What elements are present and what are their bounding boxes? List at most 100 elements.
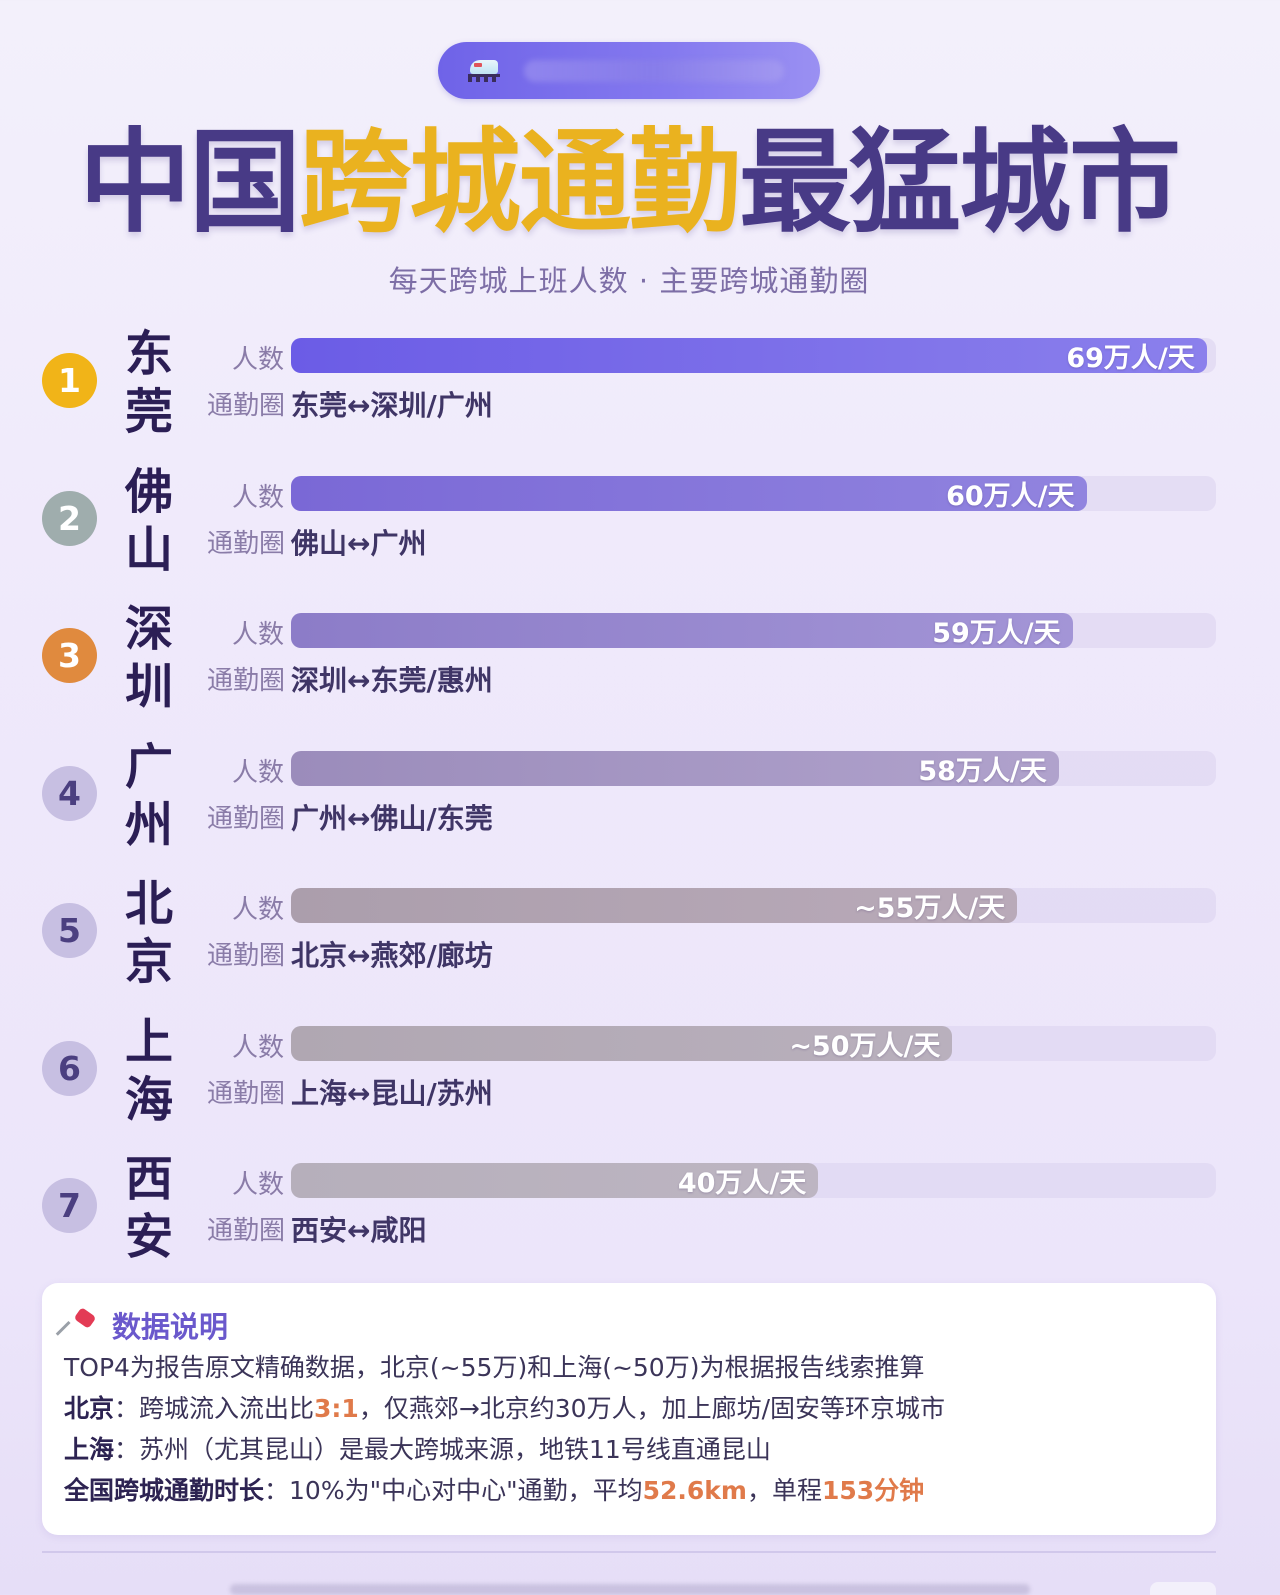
rank-number: 2 xyxy=(58,498,81,538)
pushpin-icon xyxy=(55,1307,98,1342)
bar-track: 69万人/天 xyxy=(291,338,1216,374)
ranking-row: 4 广 州 人数 58万人/天 通勤圈 广州↔佛山/东莞 xyxy=(0,738,1258,875)
note-text: ，单程 xyxy=(746,1476,822,1505)
city-name: 北 京 xyxy=(124,875,174,991)
commute-circle-label: 通勤圈 xyxy=(207,666,286,696)
note-text: ：苏州（尤其昆山）是最大跨城来源，地铁11号线直通昆山 xyxy=(114,1435,771,1464)
rank-badge: 4 xyxy=(42,765,97,821)
banner-blurred-text xyxy=(524,59,784,82)
rank-number: 4 xyxy=(58,773,81,813)
bar-fill: 58万人/天 xyxy=(291,750,1059,787)
ranking-row: 6 上 海 人数 ~50万人/天 通勤圈 上海↔昆山/苏州 xyxy=(0,1013,1258,1150)
note-text: ：10%为"中心对中心"通勤，平均 xyxy=(264,1476,643,1505)
page-subtitle: 每天跨城上班人数 · 主要跨城通勤圈 xyxy=(388,264,870,298)
note-bold: 全国跨城通勤时长 xyxy=(64,1476,265,1505)
bar-value-label: 59万人/天 xyxy=(932,618,1061,649)
title-part-cities: 最猛城市 xyxy=(739,118,1181,248)
commute-circle-label: 通勤圈 xyxy=(207,391,286,421)
bar-value-label: 60万人/天 xyxy=(946,480,1075,512)
bar-fill: ~50万人/天 xyxy=(291,1025,953,1062)
commute-circle-label: 通勤圈 xyxy=(207,803,286,834)
city-char-top: 佛 xyxy=(124,463,173,520)
people-label: 人数 xyxy=(232,757,285,788)
commute-route: 广州↔佛山/东莞 xyxy=(291,801,493,835)
bar-fill: 59万人/天 xyxy=(291,613,1073,649)
city-char-bottom: 安 xyxy=(124,1209,173,1265)
commute-route: 深圳↔东莞/惠州 xyxy=(291,664,493,697)
ranking-row: 2 佛 山 人数 60万人/天 通勤圈 佛山↔广州 xyxy=(0,463,1258,600)
commute-route: 北京↔燕郊/廊坊 xyxy=(291,939,493,972)
bar-value-label: ~55万人/天 xyxy=(854,893,1006,924)
note-text: TOP4为报告原文精确数据，北京(~55万)和上海(~50万)为根据报告线索推算 xyxy=(64,1353,925,1382)
note-text: ，仅燕郊→北京约30万人，加上廊坊/固安等环京城市 xyxy=(358,1394,946,1423)
city-char-top: 东 xyxy=(124,326,173,382)
header-banner xyxy=(438,42,820,99)
city-char-top: 深 xyxy=(124,601,173,657)
footer-divider xyxy=(42,1551,1216,1553)
city-name: 东 莞 xyxy=(124,325,174,441)
commute-route: 佛山↔广州 xyxy=(291,526,427,560)
rank-number: 1 xyxy=(58,361,81,400)
commute-route: 西安↔咸阳 xyxy=(291,1214,427,1247)
note-line-2: 北京：跨城流入流出比3:1，仅燕郊→北京约30万人，加上廊坊/固安等环京城市 xyxy=(64,1388,1194,1429)
data-note-card: 数据说明 TOP4为报告原文精确数据，北京(~55万)和上海(~50万)为根据报… xyxy=(42,1283,1216,1535)
people-label: 人数 xyxy=(232,895,285,925)
bar-value-label: 40万人/天 xyxy=(677,1168,807,1199)
rank-number: 6 xyxy=(58,1048,81,1088)
note-text: ：跨城流入流出比 xyxy=(114,1394,315,1423)
city-char-bottom: 圳 xyxy=(124,659,173,715)
bar-track: 40万人/天 xyxy=(291,1163,1216,1199)
people-label: 人数 xyxy=(232,620,285,650)
commute-circle-label: 通勤圈 xyxy=(207,1078,286,1109)
rank-badge: 5 xyxy=(42,903,97,958)
bar-fill: 40万人/天 xyxy=(291,1163,819,1199)
rank-badge: 2 xyxy=(42,490,97,546)
bar-value-label: ~50万人/天 xyxy=(789,1030,941,1062)
commute-route: 上海↔昆山/苏州 xyxy=(291,1076,493,1110)
city-char-bottom: 莞 xyxy=(124,384,173,440)
ranking-row: 1 东 莞 人数 69万人/天 通勤圈 东莞↔深圳/广州 xyxy=(0,325,1258,462)
note-highlight: 52.6km xyxy=(642,1476,747,1505)
bar-fill: 69万人/天 xyxy=(291,338,1207,374)
city-char-bottom: 京 xyxy=(124,934,173,990)
title-part-highlight: 跨城通勤 xyxy=(299,118,741,248)
note-bold: 上海 xyxy=(64,1435,115,1464)
footer-pill xyxy=(1150,1582,1216,1595)
commute-circle-label: 通勤圈 xyxy=(207,528,286,559)
note-bold: 北京 xyxy=(64,1394,115,1423)
commute-route: 东莞↔深圳/广州 xyxy=(291,389,493,422)
high-speed-train-icon xyxy=(468,58,502,84)
city-char-bottom: 州 xyxy=(124,796,173,853)
ranking-row: 5 北 京 人数 ~55万人/天 通勤圈 北京↔燕郊/廊坊 xyxy=(0,875,1258,1012)
city-name: 广 州 xyxy=(124,738,174,854)
bar-fill: ~55万人/天 xyxy=(291,888,1018,924)
note-highlight: 3:1 xyxy=(314,1394,359,1423)
bar-track: ~50万人/天 xyxy=(291,1025,1216,1062)
bar-value-label: 69万人/天 xyxy=(1066,343,1195,374)
rank-badge: 7 xyxy=(42,1178,97,1233)
rank-badge: 6 xyxy=(42,1040,97,1096)
note-highlight: 153分钟 xyxy=(821,1476,925,1505)
city-name: 深 圳 xyxy=(124,600,174,716)
page-title: 中国跨城通勤最猛城市 xyxy=(0,118,1258,248)
bar-track: 60万人/天 xyxy=(291,475,1216,512)
footer-source-text-cropped xyxy=(230,1584,1030,1595)
city-char-top: 西 xyxy=(124,1151,173,1207)
city-char-bottom: 海 xyxy=(124,1071,173,1128)
bar-value-label: 58万人/天 xyxy=(918,755,1047,787)
note-heading: 数据说明 xyxy=(112,1310,229,1344)
people-label: 人数 xyxy=(232,345,285,375)
bar-track: 58万人/天 xyxy=(291,750,1216,787)
city-char-top: 上 xyxy=(124,1013,173,1070)
ranking-row: 7 西 安 人数 40万人/天 通勤圈 西安↔咸阳 xyxy=(0,1150,1258,1287)
city-char-top: 广 xyxy=(124,738,173,795)
commute-circle-label: 通勤圈 xyxy=(207,941,286,971)
city-name: 佛 山 xyxy=(124,463,174,579)
rank-number: 7 xyxy=(58,1186,81,1225)
commute-circle-label: 通勤圈 xyxy=(207,1216,286,1246)
rank-number: 3 xyxy=(58,636,81,675)
title-part-china: 中国 xyxy=(79,118,301,248)
people-label: 人数 xyxy=(232,1032,285,1063)
rank-badge: 1 xyxy=(42,353,97,408)
note-line-1: TOP4为报告原文精确数据，北京(~55万)和上海(~50万)为根据报告线索推算 xyxy=(64,1347,1194,1388)
